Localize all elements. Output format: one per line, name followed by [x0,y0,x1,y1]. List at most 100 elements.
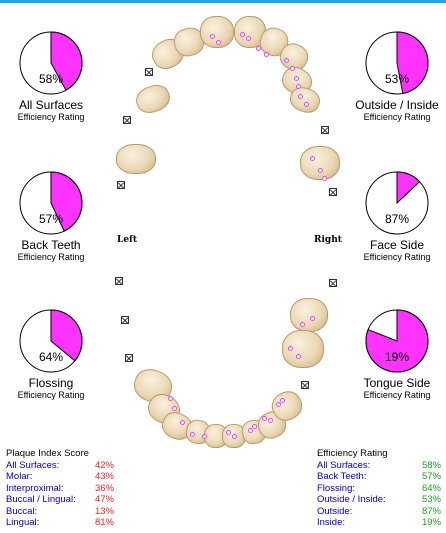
plaque_index-row-label: Interproximal: [6,482,64,494]
efficiency-row: All Surfaces: 58% [317,460,441,472]
pie-slice-all-surfaces [50,31,83,91]
crossed-box-icon [329,188,337,196]
tooth-icon [300,146,340,180]
efficiency-row: Back Teeth: 57% [317,471,441,483]
plaque_index-row: Lingual: 81% [6,517,114,529]
pie-slice-back-teeth [50,171,83,232]
plaque-marker [268,418,273,423]
pie-label-face-side: Face Side [369,238,425,252]
pie-back-teeth: 57% Back Teeth Efficiency Rating [6,170,96,262]
pie-label-outside-inside: Outside / Inside [355,98,439,112]
plaque-marker [294,76,299,81]
pie-all-surfaces: 58% All Surfaces Efficiency Rating [6,30,96,122]
plaque_index-row-label: Buccal: [6,505,38,517]
plaque_index-row-label: Buccal / Lingual: [6,494,76,505]
plaque-marker [280,398,285,403]
right-side-label: Right [314,235,342,245]
plaque-marker [172,406,177,411]
pie-slice-face-side [396,171,421,205]
pie-slice-tongue-side [365,309,429,373]
pie-tongue-side: 19% Tongue Side Efficiency Rating [352,308,442,400]
plaque-marker [304,102,309,107]
plaque-marker [284,58,289,63]
pie-chart-outside-inside [365,31,429,95]
plaque-index-table: Plaque Index Score All Surfaces: 42% Molar… [6,448,114,529]
pie-chart-flossing [19,309,83,373]
plaque-marker [298,94,303,99]
pie-sublabel-tongue-side: Efficiency Rating [363,390,431,400]
crossed-box-icon [117,181,125,189]
plaque-marker [248,428,253,433]
plaque-marker [216,40,221,45]
efficiency-row-label: Back Teeth: [317,471,367,482]
pie-slice-outside-inside [396,31,429,95]
plaque-marker [288,346,293,351]
left-side-label: Left [117,235,138,245]
plaque_index-row-value: 43% [94,471,114,482]
crossed-box-icon [145,68,153,76]
efficiency-row-value: 58% [421,459,441,471]
efficiency-row-label: Outside / Inside: [317,494,386,505]
pie-slice-flossing [50,309,83,362]
pie-label-all-surfaces: All Surfaces [18,98,84,112]
efficiency-row-label: Flossing: [317,482,356,494]
plaque-marker [310,316,315,321]
pie-outside-inside: 53% Outside / Inside Efficiency Rating [352,30,442,122]
efficiency-row: Inside: 19% [317,517,441,529]
plaque_index-row: Molar: 43% [6,471,114,483]
crossed-box-icon [301,381,309,389]
pie-label-back-teeth: Back Teeth [21,238,81,252]
pie-chart-back-teeth [19,171,83,235]
plaque_index-row-value: 81% [94,517,114,528]
pie-sublabel-all-surfaces: Efficiency Rating [17,112,85,122]
plaque-marker [264,52,269,57]
plaque_index-row-value: 13% [94,505,114,517]
plaque-marker [256,46,261,51]
plaque_index-row-label: Molar: [6,471,33,482]
plaque-marker [296,84,301,89]
plaque-marker [210,34,215,39]
crossed-box-icon [125,354,133,362]
pie-percent-tongue-side: 19% [384,350,410,364]
crossed-box-icon [121,316,129,324]
plaque-marker [202,434,207,439]
pie-percent-all-surfaces: 58% [38,72,64,86]
efficiency-row: Outside / Inside: 53% [317,494,441,506]
efficiency-row: Flossing: 64% [317,482,441,495]
pie-label-flossing: Flossing [28,376,74,390]
pie-chart-tongue-side [365,309,429,373]
plaque_index-row-label: Lingual: [6,517,40,528]
plaque-marker [276,402,281,407]
efficiency-row: Outside: 87% [317,505,441,518]
plaque-marker [240,32,245,37]
crossed-box-icon [321,126,329,134]
pie-percent-flossing: 64% [38,350,64,364]
plaque-marker [226,430,231,435]
efficiency-row-value: 19% [421,517,441,528]
plaque_index-row-value: 36% [94,482,114,494]
plaque-marker [246,36,251,41]
crossed-box-icon [329,279,337,287]
plaque-marker [310,156,315,161]
plaque_index-row-value: 42% [94,459,114,471]
plaque_index-row: Buccal: 13% [6,505,114,518]
plaque-marker [190,432,195,437]
plaque_index-row: Interproximal: 36% [6,482,114,495]
efficiency-row-value: 57% [421,471,441,482]
pie-label-tongue-side: Tongue Side [363,376,431,390]
efficiency-row-value: 64% [421,482,441,494]
pie-percent-outside-inside: 53% [384,72,410,86]
efficiency-row-label: Outside: [317,505,353,517]
pie-chart-face-side [365,171,429,235]
plaque_index-row: All Surfaces: 42% [6,459,114,472]
pie-sublabel-face-side: Efficiency Rating [363,252,431,262]
efficiency-row-value: 53% [421,494,441,505]
plaque-marker [180,420,185,425]
pie-face-side: 87% Face Side Efficiency Rating [352,170,442,262]
efficiency-rating-table: Efficiency Rating All Surfaces: 58% Back T… [317,448,441,529]
plaque-marker [252,424,257,429]
top-accent-bar [0,0,446,3]
plaque_index-row-label: All Surfaces: [6,459,60,471]
plaque-marker [318,168,323,173]
plaque_index-row: Buccal / Lingual: 47% [6,494,114,506]
